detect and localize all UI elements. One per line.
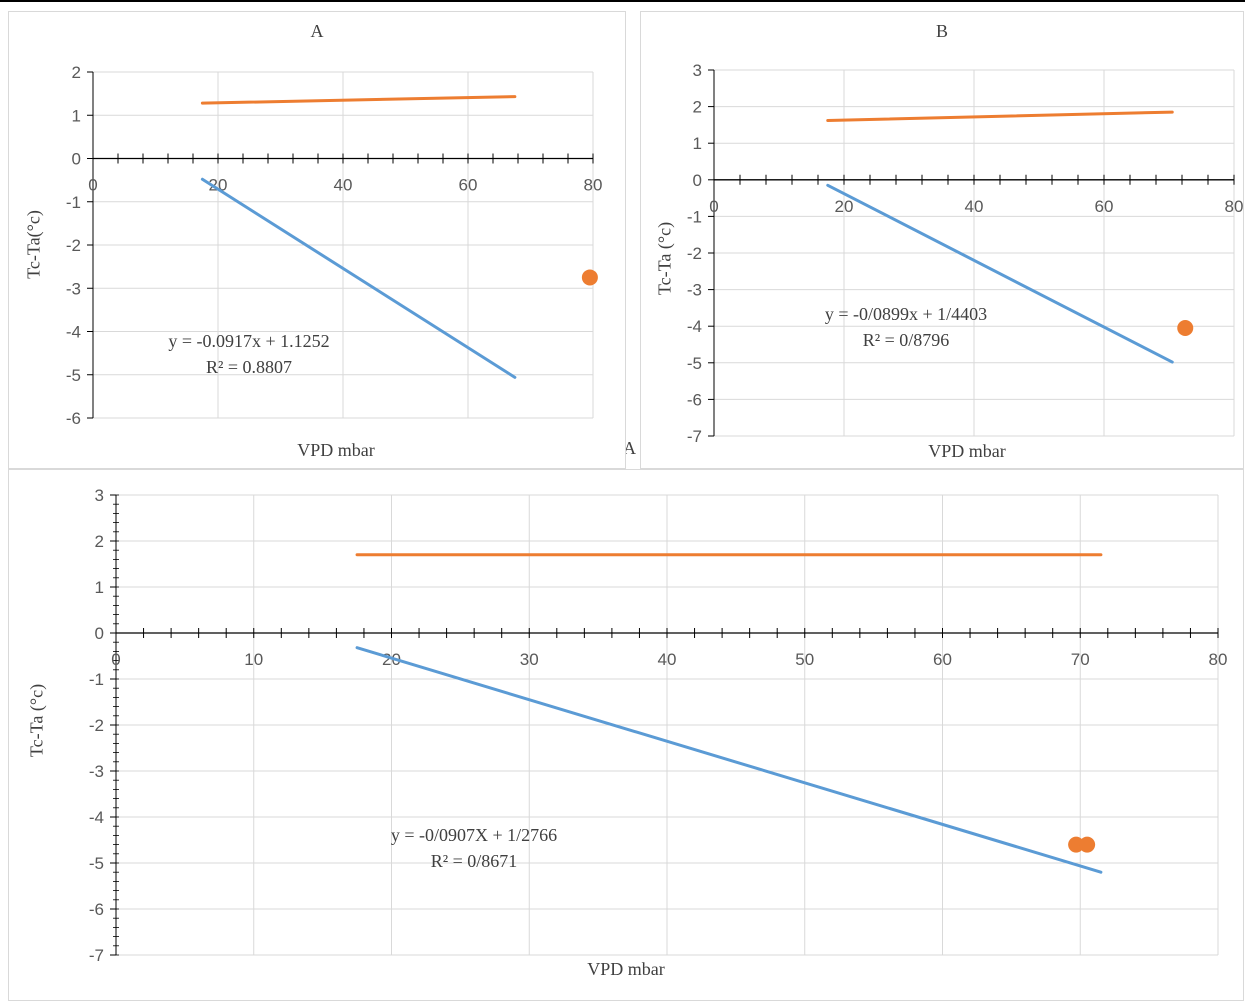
y-tick-label: -2 bbox=[687, 244, 702, 263]
y-tick-label: 1 bbox=[72, 106, 81, 125]
x-tick-label: 30 bbox=[520, 650, 539, 669]
y-tick-label: -1 bbox=[66, 193, 81, 212]
y-tick-label: -2 bbox=[66, 236, 81, 255]
y-axis-label: Tc-Ta (°c) bbox=[26, 683, 47, 758]
x-tick-label: 20 bbox=[209, 176, 228, 195]
trendline-equation: y = -0/0907X + 1/2766 bbox=[390, 825, 558, 845]
x-tick-label: 0 bbox=[709, 197, 718, 216]
series-line bbox=[200, 95, 517, 105]
y-tick-label: 1 bbox=[693, 134, 702, 153]
trendline bbox=[200, 177, 517, 379]
r-squared: R² = 0/8671 bbox=[430, 851, 518, 871]
trendline-equation-box: y = -0.0917x + 1.1252 R² = 0.8807 bbox=[134, 328, 364, 380]
y-tick-label: 0 bbox=[95, 624, 104, 643]
x-tick-label: 70 bbox=[1071, 650, 1090, 669]
trendline bbox=[826, 183, 1174, 364]
plot-svg: -7-6-5-4-3-2-1012301020304050607080 bbox=[89, 486, 1228, 965]
r-squared: R² = 0/8796 bbox=[862, 330, 950, 350]
data-point bbox=[1177, 320, 1194, 337]
y-tick-label: -6 bbox=[89, 900, 104, 919]
x-tick-label: 40 bbox=[965, 197, 984, 216]
x-tick-label: 10 bbox=[244, 650, 263, 669]
data-point bbox=[581, 269, 598, 286]
y-tick-label: -3 bbox=[89, 762, 104, 781]
x-tick-label: 50 bbox=[795, 650, 814, 669]
stray-label: A bbox=[623, 438, 636, 458]
y-tick-label: -4 bbox=[687, 317, 702, 336]
x-tick-label: 20 bbox=[835, 197, 854, 216]
x-tick-label: 80 bbox=[1209, 650, 1228, 669]
x-tick-label: 40 bbox=[334, 176, 353, 195]
x-axis-label: VPD mbar bbox=[587, 959, 665, 979]
y-tick-label: 2 bbox=[95, 532, 104, 551]
y-tick-label: -7 bbox=[687, 427, 702, 446]
y-axis-label: Tc-Ta(°c) bbox=[23, 210, 44, 279]
trendline-equation-box: y = -0/0907X + 1/2766 R² = 0/8671 bbox=[349, 822, 599, 874]
y-tick-label: -7 bbox=[89, 946, 104, 965]
y-tick-label: -4 bbox=[66, 323, 81, 342]
y-tick-label: 2 bbox=[693, 98, 702, 117]
y-tick-label: 3 bbox=[95, 486, 104, 505]
x-axis-label: VPD mbar bbox=[928, 441, 1006, 461]
trendline-equation: y = -0/0899x + 1/4403 bbox=[824, 304, 988, 324]
series-line bbox=[826, 110, 1174, 123]
x-tick-label: 60 bbox=[1095, 197, 1114, 216]
y-tick-label: -5 bbox=[66, 366, 81, 385]
y-tick-label: -2 bbox=[89, 716, 104, 735]
trendline-equation: y = -0.0917x + 1.1252 bbox=[168, 331, 330, 351]
top-rule bbox=[0, 0, 1245, 2]
x-tick-label: 80 bbox=[1225, 197, 1244, 216]
plot-svg: -7 -6 -5 -4 -3 -2 -1 0 1 2 3 0 20 40 60 80 bbox=[687, 61, 1244, 446]
y-axis-label: Tc-Ta (°c) bbox=[654, 221, 675, 296]
data-point bbox=[1079, 836, 1096, 853]
trendline-equation-box: y = -0/0899x + 1/4403 R² = 0/8796 bbox=[786, 301, 1026, 353]
chart-panel-b: -7 -6 -5 -4 -3 -2 -1 0 1 2 3 0 20 40 60 80 B VPD mbar T… bbox=[640, 11, 1244, 469]
chart-panel-c: -7-6-5-4-3-2-1012301020304050607080 VPD … bbox=[8, 469, 1244, 1001]
x-tick-label: 0 bbox=[111, 650, 120, 669]
y-tick-label: 0 bbox=[72, 150, 81, 169]
x-tick-label: 60 bbox=[933, 650, 952, 669]
y-tick-label: -4 bbox=[89, 808, 104, 827]
y-tick-label: 3 bbox=[693, 61, 702, 80]
chart-panel-a: -6 -5 -4 -3 -2 -1 0 1 2 0 20 40 60 80 A VPD mbar Tc-T… bbox=[8, 11, 626, 469]
r-squared: R² = 0.8807 bbox=[205, 357, 293, 377]
x-axis-label: VPD mbar bbox=[297, 440, 375, 460]
y-tick-label: -5 bbox=[687, 354, 702, 373]
y-tick-label: -6 bbox=[66, 409, 81, 428]
x-tick-label: 40 bbox=[658, 650, 677, 669]
y-tick-label: -5 bbox=[89, 854, 104, 873]
y-tick-label: -1 bbox=[687, 207, 702, 226]
y-tick-label: -1 bbox=[89, 670, 104, 689]
y-tick-label: 2 bbox=[72, 63, 81, 82]
y-tick-label: 0 bbox=[693, 171, 702, 190]
y-tick-label: -3 bbox=[66, 279, 81, 298]
y-tick-label: 1 bbox=[95, 578, 104, 597]
chart-title: A bbox=[310, 21, 324, 41]
y-tick-label: -6 bbox=[687, 390, 702, 409]
data-point bbox=[1068, 836, 1085, 853]
x-tick-label: 80 bbox=[584, 176, 603, 195]
x-tick-label: 0 bbox=[88, 176, 97, 195]
y-tick-label: -3 bbox=[687, 281, 702, 300]
trendline bbox=[355, 646, 1103, 874]
x-tick-label: 60 bbox=[459, 176, 478, 195]
chart-title: B bbox=[935, 21, 948, 41]
